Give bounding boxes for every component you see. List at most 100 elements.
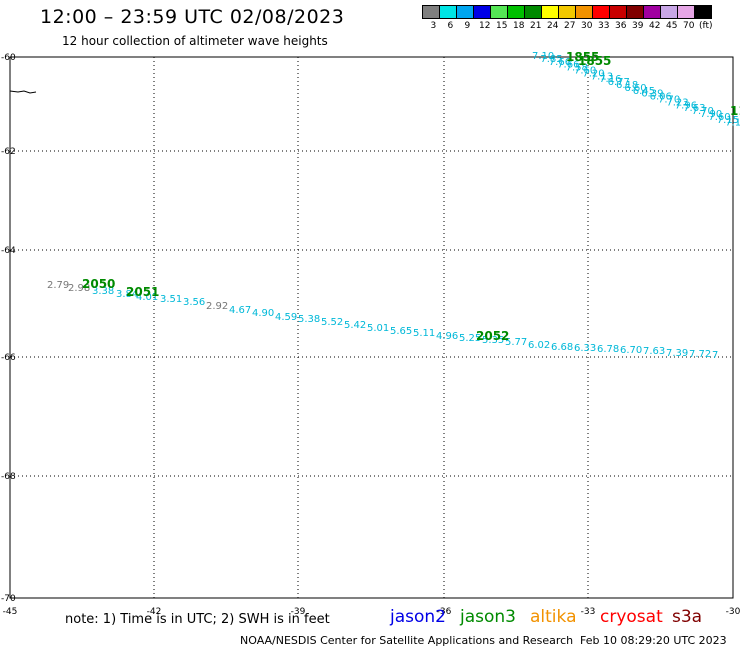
swh-value: 6.77 [608,77,630,88]
swh-value: 7.60 [708,112,730,123]
swh-value: 7.23 [666,97,688,108]
swh-value: 6.68 [551,342,573,353]
swh-value: 7.63 [683,103,705,114]
swh-value: 7.13 [591,71,613,82]
legend-altika: altika [530,607,577,627]
swh-value: 3.56 [183,297,205,308]
swh-value: 5.25 [459,333,481,344]
swh-value: 4.59 [275,312,297,323]
map-frame [9,56,734,599]
swh-value: 7.66 [549,57,571,68]
legend-label: 39 [632,21,644,31]
swh-value: 6.70 [620,345,642,356]
swh-value: 7.66 [557,60,579,71]
swh-value: 6.06 [650,92,672,103]
swh-value: 7.70 [692,106,714,117]
swh-value: 7.10 [532,51,554,62]
legend-label: 3 [430,21,437,31]
swh-value: 2.98 [68,283,90,294]
lon-tick-label: -30 [726,607,740,617]
swh-value: 5.11 [413,328,435,339]
swh-value: 3.38 [92,286,114,297]
track-time-label: 11 [730,104,740,118]
swh-value: 6.78 [597,344,619,355]
lon-tick-label: -42 [147,607,162,617]
legend-swatch [694,5,712,19]
footer-note: note: 1) Time is in UTC; 2) SWH is in fe… [65,612,330,627]
legend-label: 36 [615,21,627,31]
swh-value: 6.45 [633,86,655,97]
swh-value: 5.52 [321,317,343,328]
swh-value: 3.84 [116,289,138,300]
swh-value: 7.20 [582,68,604,79]
swh-value: 5.35 [482,335,504,346]
swh-value: 7.96 [675,100,697,111]
swh-value: 2.79 [47,280,69,291]
swh-value: 7.60 [574,66,596,77]
swh-value: 7.70 [658,95,680,106]
legend-label: 18 [513,21,525,31]
swh-value: 2.92 [206,301,228,312]
page-subtitle: 12 hour collection of altimeter wave hei… [62,34,328,48]
swh-value: 4.90 [252,308,274,319]
swh-value: 7.15 [717,115,739,126]
lat-tick-label: -66 [1,353,16,363]
legend-label: 12 [479,21,491,31]
island-outline [9,90,37,94]
swh-value: 3.51 [160,294,182,305]
swh-value: 5.65 [390,326,412,337]
legend-s3a: s3a [672,607,703,627]
legend-label: 42 [649,21,661,31]
track-time-label: 1855 [566,50,599,64]
legend-label: 6 [447,21,454,31]
legend-label: 21 [530,21,542,31]
swh-value: 6.60 [624,83,646,94]
legend-label: 45 [666,21,678,31]
legend-label: 33 [598,21,610,31]
lat-tick-label: -64 [1,246,16,256]
track-time-label: 1855 [578,54,611,68]
swh-value: 7.16 [599,74,621,85]
swh-value: 4.01 [136,292,158,303]
swh-value: 6.33 [574,343,596,354]
legend-cryosat: cryosat [600,607,663,627]
legend-label: 15 [496,21,508,31]
lon-tick-label: -45 [3,607,18,617]
swh-value: 6.18 [616,80,638,91]
swh-value: 7.39 [666,348,688,359]
swh-value: 5.01 [367,323,389,334]
swh-value: 7.72 [689,349,711,360]
legend-label: 9 [464,21,471,31]
swh-value: 5.38 [298,314,320,325]
lat-tick-label: -62 [1,147,16,157]
footer-generated: Feb 10 08:29:20 UTC 2023 [580,634,727,647]
swh-value: 7 [712,350,718,361]
legend-label: 27 [564,21,576,31]
swh-value: 5.42 [344,320,366,331]
swh-value: 7.58 [566,63,588,74]
swh-value: 6.02 [528,340,550,351]
swh-value: 4.67 [229,305,251,316]
legend-jason3: jason3 [460,607,516,627]
track-time-label: 2050 [82,277,115,291]
page-title: 12:00 – 23:59 UTC 02/08/2023 [40,6,345,28]
swh-value: 7.10 [725,118,740,129]
track-time-label: 2051 [126,285,159,299]
swh-value: 7.90 [700,109,722,120]
lat-tick-label: -60 [1,53,16,63]
track-time-label: 2052 [476,329,509,343]
color-legend [422,5,712,19]
legend-label: 24 [547,21,559,31]
legend-label: 30 [581,21,593,31]
lon-tick-label: -36 [437,607,452,617]
swh-value: 5.77 [505,337,527,348]
swh-value: 4.96 [436,331,458,342]
lon-tick-label: -33 [581,607,596,617]
footer-credit: NOAA/NESDIS Center for Satellite Applica… [240,634,574,647]
legend-label: 70 [683,21,695,31]
legend-jason2: jason2 [390,607,446,627]
swh-value: 7.63 [643,346,665,357]
lat-tick-label: -70 [1,594,16,604]
lat-tick-label: -68 [1,472,16,482]
